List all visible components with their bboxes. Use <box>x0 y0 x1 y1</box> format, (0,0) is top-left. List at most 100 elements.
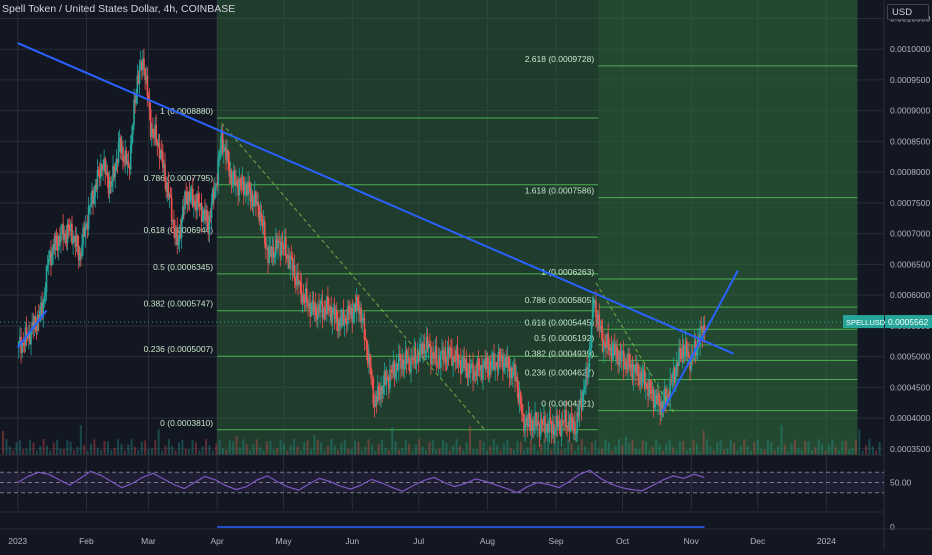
candle-body <box>381 386 383 394</box>
candle-body <box>62 224 64 240</box>
volume-bar <box>797 447 800 455</box>
candle-body <box>150 128 153 137</box>
candle-body <box>586 367 588 378</box>
volume-bar <box>570 443 573 455</box>
volume-bar <box>154 439 157 455</box>
trendline-early-support[interactable] <box>16 309 48 349</box>
candle-body <box>534 412 536 425</box>
candle-body <box>378 385 380 391</box>
volume-bar <box>184 448 187 455</box>
volume-bar <box>205 439 208 455</box>
candle-body <box>533 424 535 431</box>
candle-body <box>473 371 475 381</box>
candle-body <box>535 412 537 427</box>
candle-body <box>357 296 359 306</box>
candle-body <box>94 184 97 197</box>
candle-body <box>329 307 331 311</box>
volume-bar <box>404 439 407 455</box>
candle-body <box>227 150 230 162</box>
candle-body <box>275 238 277 255</box>
candle-body <box>280 241 283 256</box>
candle-body <box>81 244 83 257</box>
trendline-main-downtrend[interactable] <box>17 42 734 355</box>
volume-bar <box>848 449 851 455</box>
candle-body <box>376 385 379 403</box>
candle-body <box>127 161 130 166</box>
candle-body <box>258 206 261 222</box>
candle-body <box>260 211 263 220</box>
candle-body <box>345 320 348 325</box>
candle-body <box>51 253 53 266</box>
candle-body <box>241 176 244 186</box>
fib-1-level-label-3: 0.5 (0.0006345) <box>153 262 213 272</box>
candle-body <box>547 423 550 433</box>
candle-body <box>429 343 431 347</box>
volume-bar <box>8 446 11 455</box>
candle-body <box>431 352 433 364</box>
candle-body <box>636 364 638 375</box>
candle-body <box>26 336 29 339</box>
volume-bar <box>763 449 766 455</box>
candle-body <box>244 191 246 195</box>
candle-body <box>318 304 320 313</box>
candle-body <box>452 356 454 366</box>
candle-body <box>550 421 553 434</box>
volume-bar <box>337 450 340 455</box>
candle-body <box>422 343 424 354</box>
price-axis-tick-11: 0.0005000 <box>890 352 930 362</box>
volume-bar <box>218 439 221 455</box>
candle-body <box>41 302 43 318</box>
candle-body <box>627 353 629 370</box>
candle-body <box>282 245 285 250</box>
candle-body <box>650 389 653 394</box>
candle-body <box>170 197 173 222</box>
candle-body <box>55 235 58 244</box>
candle-body <box>420 343 422 345</box>
candle-body <box>52 244 54 254</box>
candle-body <box>245 185 247 192</box>
volume-bar <box>79 425 82 455</box>
volume-bar <box>387 449 390 455</box>
volume-bar <box>685 449 688 455</box>
candle-body <box>322 308 325 318</box>
candle-body <box>601 329 604 352</box>
candle-body <box>229 170 232 177</box>
candle-body <box>154 124 156 138</box>
candle-body <box>400 357 402 369</box>
currency-button[interactable]: USD <box>887 4 929 20</box>
candle-body <box>160 150 163 152</box>
volume-bar <box>394 441 397 455</box>
volume-bar <box>810 450 813 455</box>
candle-body <box>82 227 84 245</box>
candle-body <box>393 361 396 377</box>
candle-body <box>591 306 594 321</box>
volume-bar <box>563 448 566 455</box>
candle-body <box>311 300 314 304</box>
candle-body <box>661 401 664 409</box>
volume-bar <box>787 450 790 455</box>
candle-body <box>25 327 28 337</box>
candle-body <box>155 124 157 141</box>
candle-body <box>364 339 367 341</box>
candle-body <box>555 415 557 431</box>
volume-bar <box>502 443 505 455</box>
candle-body <box>268 246 270 263</box>
candle-body <box>478 368 481 371</box>
trendline-breakout-line[interactable] <box>661 270 739 413</box>
candle-body <box>249 187 252 202</box>
candle-body <box>338 319 340 332</box>
time-axis-label-11: Dec <box>750 536 766 546</box>
volume-bar <box>201 446 204 455</box>
candle-body <box>335 309 338 323</box>
candle-body <box>273 254 276 258</box>
candle-body <box>561 420 564 422</box>
volume-bar <box>634 448 637 455</box>
candle-body <box>307 302 309 307</box>
volume-bar <box>293 439 296 455</box>
candle-body <box>476 358 479 377</box>
candle-body <box>285 237 287 256</box>
volume-bar <box>699 450 702 455</box>
volume-bar <box>804 440 807 455</box>
candle-body <box>576 412 578 434</box>
